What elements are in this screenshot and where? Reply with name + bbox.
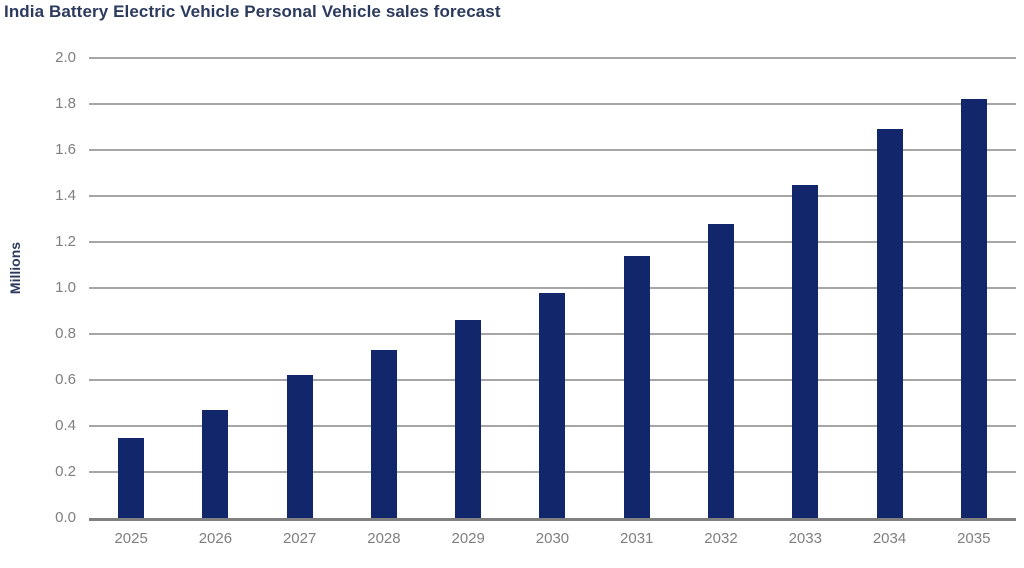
bar-slot bbox=[510, 58, 594, 518]
x-tick-label: 2032 bbox=[704, 530, 738, 547]
bar-2025 bbox=[118, 437, 145, 518]
bar-2030 bbox=[539, 292, 566, 518]
y-tick-label: 1.0 bbox=[55, 279, 76, 296]
bar-slot bbox=[763, 58, 847, 518]
y-tick-label: 0.0 bbox=[55, 509, 76, 526]
bar-slot bbox=[258, 58, 342, 518]
y-tick-label: 0.4 bbox=[55, 417, 76, 434]
x-tick-label: 2026 bbox=[198, 530, 233, 547]
bar-slot bbox=[847, 58, 931, 518]
x-tick-label: 2035 bbox=[957, 530, 991, 547]
y-tick-label: 0.6 bbox=[55, 371, 76, 388]
x-tick-label: 2025 bbox=[114, 530, 148, 547]
x-axis-tick-labels: 2025 2026 2027 2028 2029 2030 2031 2032 2033 2034… bbox=[89, 530, 1016, 547]
bar-slot bbox=[342, 58, 426, 518]
y-tick-label: 1.2 bbox=[55, 233, 76, 250]
y-tick-label: 1.6 bbox=[55, 141, 76, 158]
bar-2035 bbox=[960, 99, 987, 518]
y-tick-label: 1.4 bbox=[55, 187, 76, 204]
y-axis-tick-labels: 2.0 1.8 1.6 1.4 1.2 1.0 0.8 0.6 0.4 0.2 0.0 bbox=[0, 49, 76, 526]
y-tick-label: 1.8 bbox=[55, 95, 76, 112]
gridline bbox=[89, 149, 1016, 151]
x-tick-label: 2027 bbox=[282, 530, 317, 547]
bar-2027 bbox=[286, 375, 313, 518]
bar-2034 bbox=[876, 129, 903, 518]
gridline bbox=[89, 195, 1016, 197]
x-tick-label: 2033 bbox=[788, 530, 822, 547]
x-tick-label: 2029 bbox=[451, 530, 485, 547]
y-tick-label: 0.2 bbox=[55, 463, 76, 480]
bar-2029 bbox=[455, 320, 482, 518]
gridline bbox=[89, 241, 1016, 243]
bar-slot bbox=[426, 58, 510, 518]
x-tick-label: 2034 bbox=[872, 530, 907, 547]
x-tick-label: 2030 bbox=[535, 530, 570, 547]
x-tick-label: 2031 bbox=[620, 530, 654, 547]
bar-slot bbox=[679, 58, 763, 518]
bar-slot bbox=[173, 58, 257, 518]
bar-2032 bbox=[707, 223, 734, 518]
y-tick-label: 2.0 bbox=[55, 49, 76, 66]
bar-2031 bbox=[623, 255, 650, 518]
gridline bbox=[89, 103, 1016, 105]
gridline bbox=[89, 57, 1016, 59]
bars-layer bbox=[89, 58, 1016, 518]
y-tick-label: 0.8 bbox=[55, 325, 76, 342]
chart-title: India Battery Electric Vehicle Personal … bbox=[4, 2, 501, 21]
bar-slot bbox=[89, 58, 173, 518]
bar-slot bbox=[932, 58, 1016, 518]
bar-2028 bbox=[370, 350, 397, 518]
gridline bbox=[89, 287, 1016, 289]
bar-2033 bbox=[792, 184, 819, 518]
plot-area bbox=[89, 57, 1016, 521]
bar-2026 bbox=[202, 409, 229, 518]
bar-slot bbox=[595, 58, 679, 518]
x-tick-label: 2028 bbox=[367, 530, 401, 547]
